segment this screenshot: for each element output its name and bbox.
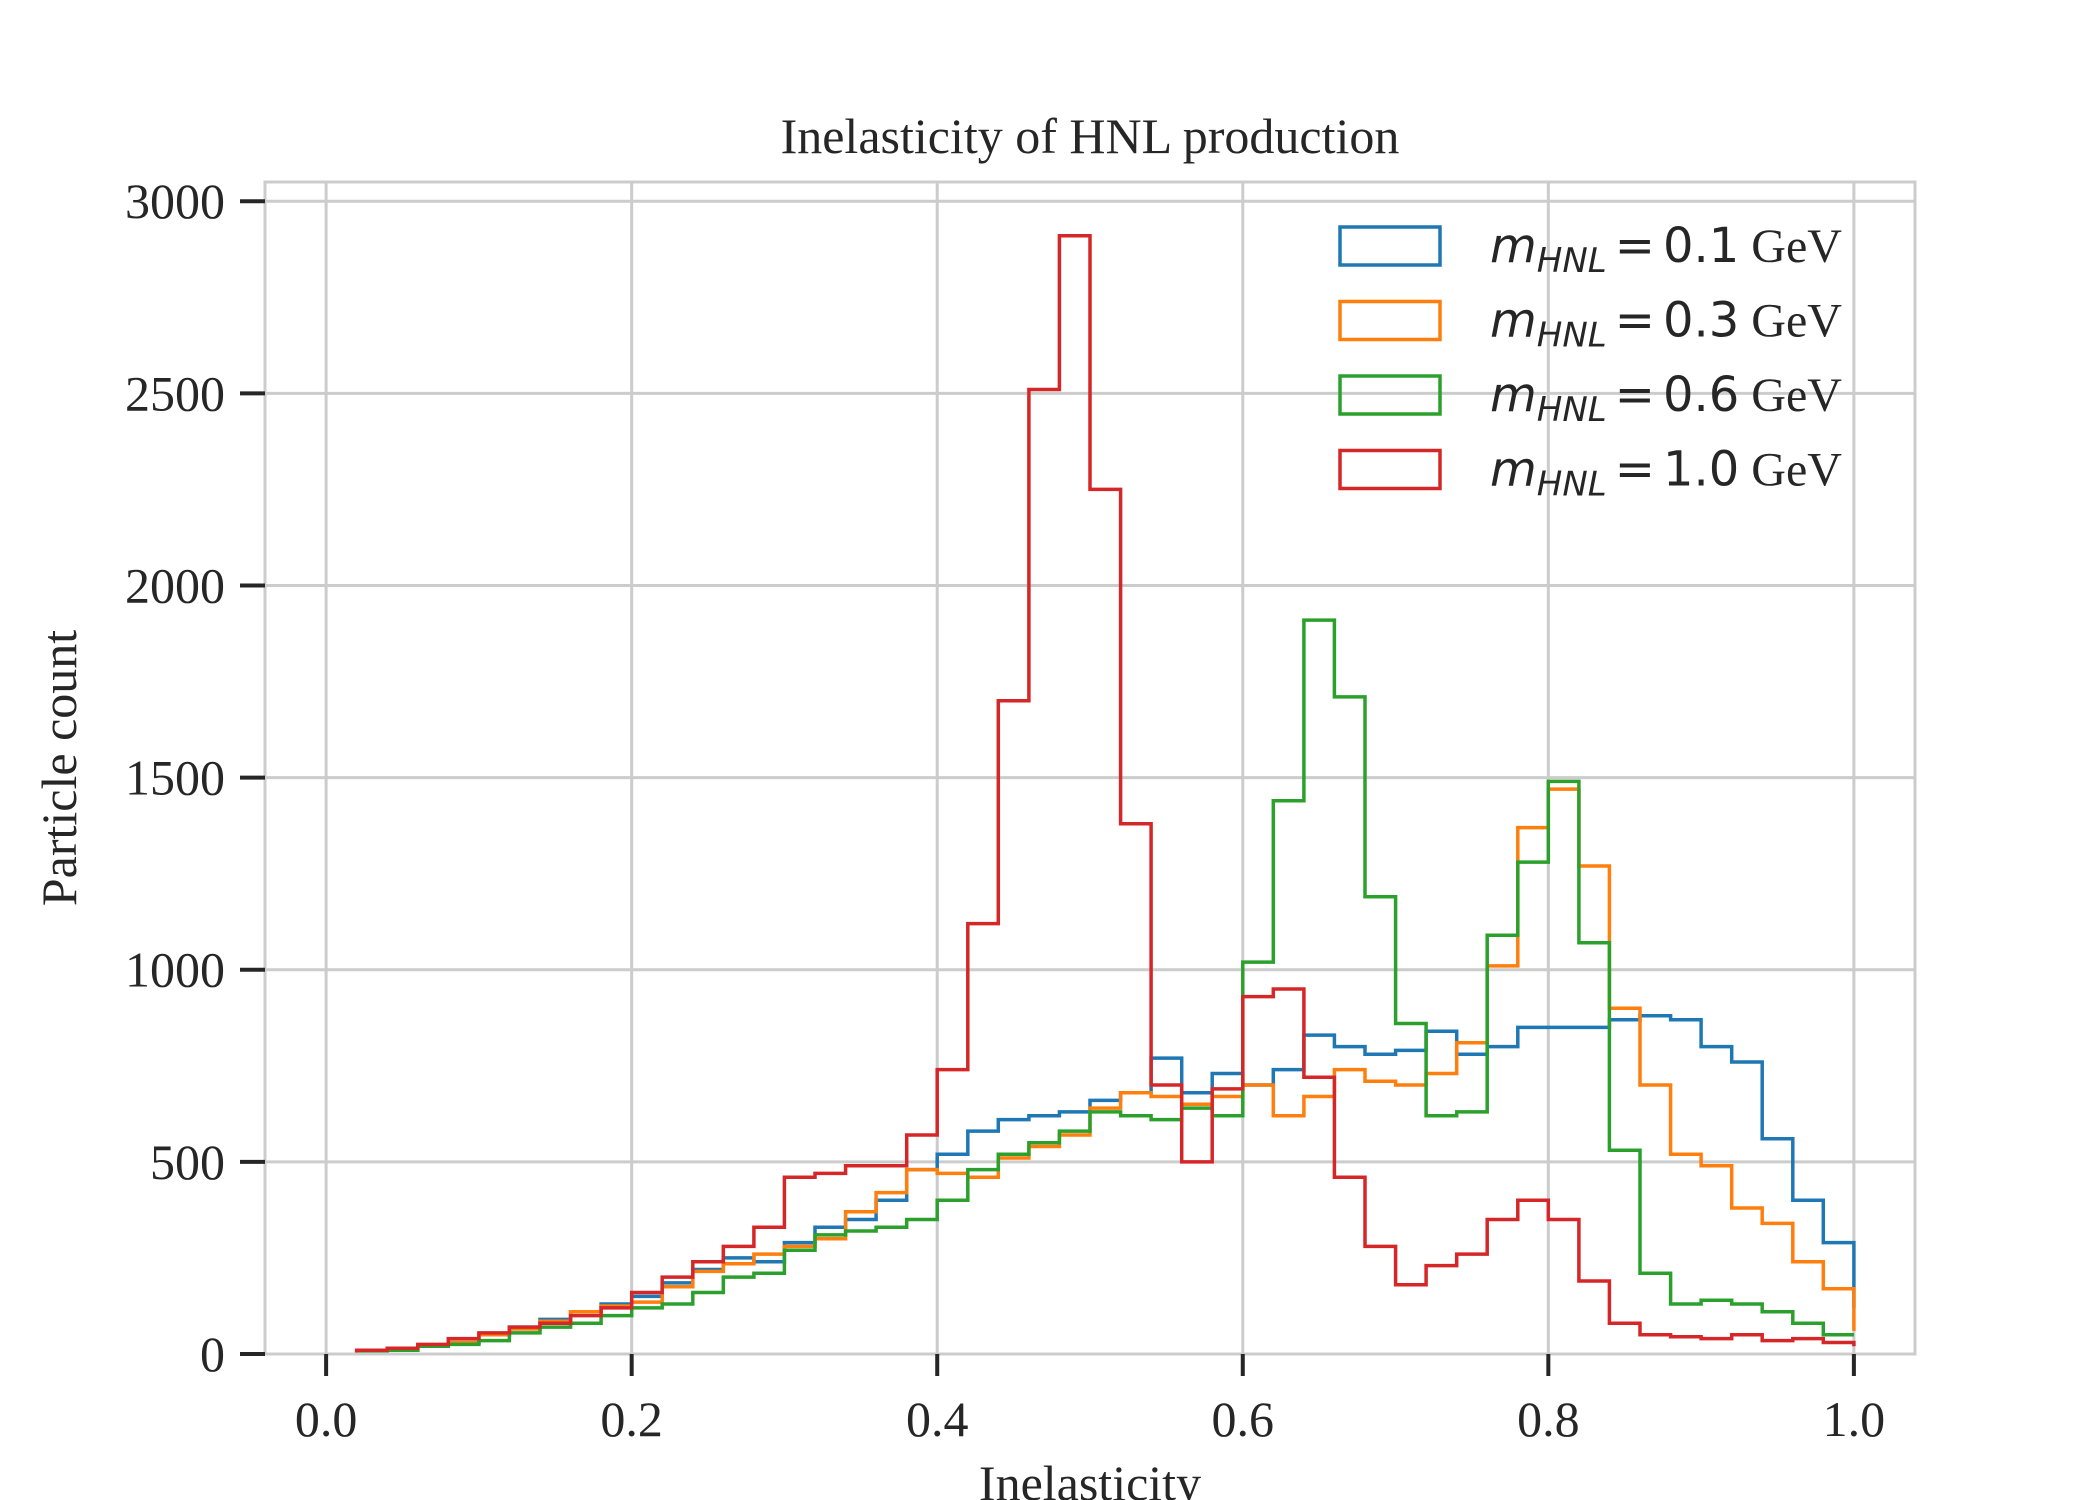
y-tick-label: 1000 [125,942,225,998]
x-axis-label: Inelasticity [979,1455,1201,1500]
legend-item: mHNL = 0.3 GeV [1338,293,1842,356]
legend-item: mHNL = 1.0 GeV [1338,442,1842,505]
y-tick-label: 3000 [125,173,225,229]
legend-swatch [1338,225,1442,267]
plot-frame [263,180,1917,1356]
series-group [354,234,1856,1354]
legend-label: mHNL = 0.6 GeV [1490,367,1842,430]
x-tick-label: 0.2 [600,1391,663,1447]
axis-ticks: 0.0 0.2 0.4 0.6 0.8 1.0 0 500 1000 1500 2000 2500 30… [125,173,1885,1447]
x-tick-label: 0.0 [295,1391,358,1447]
legend-label: mHNL = 0.3 GeV [1490,293,1842,356]
legend-item: mHNL = 0.1 GeV [1338,218,1842,281]
legend-swatch [1338,448,1442,491]
x-tick-label: 0.8 [1517,1391,1580,1447]
x-tick-label: 1.0 [1823,1391,1886,1447]
series-0-6-gev [354,618,1854,1354]
histogram-step-line [354,618,1854,1354]
histogram-step-line [354,234,1856,1354]
legend: mHNL = 0.1 GeV mHNL = 0.3 GeV mHNL = 0.6 GeV mHNL = 1.… [1338,218,1842,505]
legend-label: mHNL = 0.1 GeV [1490,218,1842,281]
legend-label: mHNL = 1.0 GeV [1490,442,1842,505]
y-tick-label: 1500 [125,750,225,806]
y-tick-label: 2000 [125,557,225,613]
y-axis-label: Particle count [31,630,87,906]
y-tick-label: 500 [150,1134,225,1190]
legend-swatch [1338,299,1442,342]
chart-title: Inelasticity of HNL production [781,108,1400,164]
series-1-0-gev [354,234,1856,1354]
legend-item: mHNL = 0.6 GeV [1338,367,1842,430]
gridlines [265,182,1915,1356]
legend-swatch [1338,374,1442,416]
y-tick-label: 2500 [125,365,225,421]
x-tick-label: 0.6 [1212,1391,1275,1447]
x-tick-label: 0.4 [906,1391,969,1447]
y-tick-label: 0 [200,1326,225,1382]
